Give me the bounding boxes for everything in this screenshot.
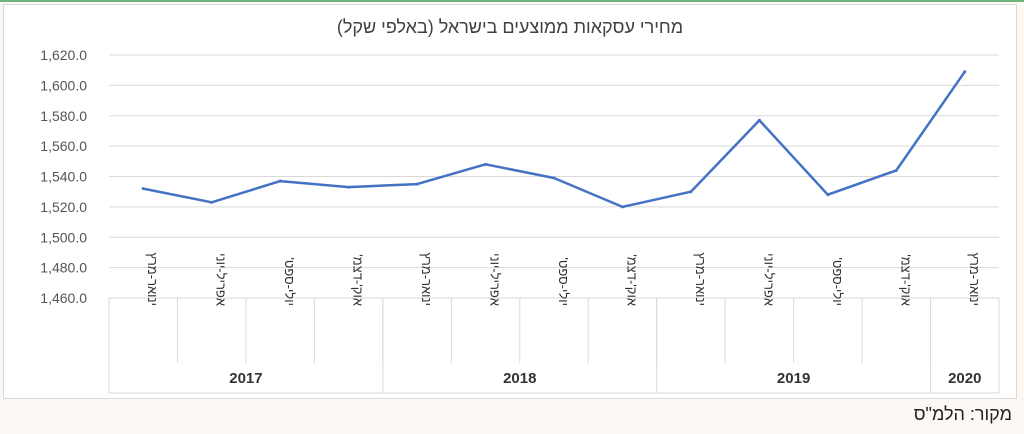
data-point — [210, 200, 214, 204]
category-tick-label: אוק'-דצמ' — [351, 254, 366, 306]
y-tick-label: 1,580.0 — [40, 108, 87, 124]
data-point — [689, 190, 693, 194]
group-label: 2018 — [503, 370, 536, 387]
category-tick-label: אפריל-יוני — [214, 253, 229, 306]
y-tick-label: 1,500.0 — [40, 229, 87, 245]
data-point — [484, 162, 488, 166]
data-point — [620, 205, 624, 209]
y-tick-label: 1,600.0 — [40, 77, 87, 93]
series-line — [142, 70, 966, 209]
category-tick-label: יולי-ספט' — [830, 257, 845, 306]
category-tick-label: אוק'-דצמ' — [898, 254, 913, 306]
chart-title: מחירי עסקאות ממוצעים בישראל (באלפי שקל) — [336, 17, 684, 37]
top-border-line — [0, 0, 1024, 2]
chart-frame: מחירי עסקאות ממוצעים בישראל (באלפי שקל) … — [3, 4, 1017, 399]
data-point — [141, 187, 145, 191]
data-point — [757, 118, 761, 122]
data-point — [552, 176, 556, 180]
category-tick-label: אפריל-יוני — [761, 253, 776, 306]
category-tick-label: ינואר-מרץ — [419, 252, 434, 306]
y-tick-label: 1,620.0 — [40, 47, 87, 63]
data-point — [278, 179, 282, 183]
y-tick-label: 1,540.0 — [40, 169, 87, 185]
category-tick-label: אפריל-יוני — [488, 253, 503, 306]
y-tick-label: 1,460.0 — [40, 290, 87, 306]
category-tick-label: אוק'-דצמ' — [624, 254, 639, 306]
data-point — [347, 185, 351, 189]
category-tick-label: יולי-ספט' — [556, 257, 571, 306]
data-point — [415, 182, 419, 186]
category-tick-label: יולי-ספט' — [282, 257, 297, 306]
data-point — [963, 70, 967, 74]
group-label: 2020 — [948, 370, 981, 387]
y-tick-label: 1,560.0 — [40, 138, 87, 154]
category-tick-label: ינואר-מרץ — [145, 252, 160, 306]
data-point — [894, 168, 898, 172]
group-label: 2019 — [777, 370, 810, 387]
line-chart: 1,460.0 1,480.0 1,500.0 1,520.0 1,540.0 1,560… — [40, 47, 1000, 394]
data-point — [826, 193, 830, 197]
group-label: 2017 — [229, 370, 262, 387]
y-tick-label: 1,520.0 — [40, 199, 87, 215]
y-tick-label: 1,480.0 — [40, 260, 87, 276]
category-tick-label: ינואר-מרץ — [967, 252, 982, 306]
category-tick-label: ינואר-מרץ — [693, 252, 708, 306]
source-note: מקור: הלמ"ס — [913, 404, 1012, 424]
